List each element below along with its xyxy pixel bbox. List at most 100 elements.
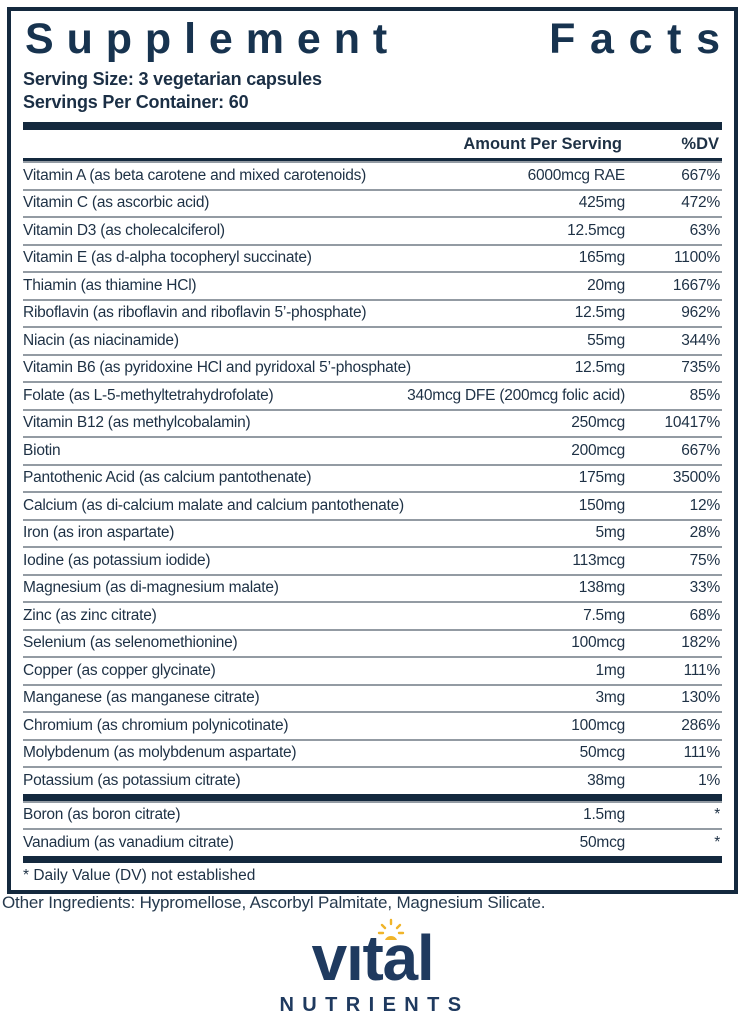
- nutrient-name: Copper (as copper glycinate): [23, 661, 216, 679]
- nutrient-amount: 200mcg: [571, 441, 625, 459]
- nutrient-dv: 85%: [689, 386, 721, 404]
- nutrient-dv: 63%: [689, 221, 721, 239]
- panel-title: Supplement Facts: [23, 13, 722, 66]
- table-row: Niacin (as niacinamide) 55mg 344%: [23, 326, 722, 354]
- nutrient-amount: 425mg: [578, 194, 625, 212]
- nutrient-dv: 10417%: [664, 414, 721, 432]
- nutrient-name: Chromium (as chromium polynicotinate): [23, 716, 289, 734]
- divider-thick-mid: [23, 793, 722, 801]
- nutrient-dv: 667%: [681, 166, 720, 184]
- nutrient-name: Vitamin B6 (as pyridoxine HCl and pyrido…: [23, 359, 411, 377]
- nutrient-dv: 3500%: [672, 469, 720, 487]
- nutrient-dv: 28%: [689, 524, 721, 542]
- table-row: Magnesium (as di-magnesium malate) 138mg…: [23, 573, 722, 602]
- table-row: Boron (as boron citrate) 1.5mg *: [23, 800, 722, 829]
- nutrient-amount: 165mg: [578, 249, 625, 267]
- nutrient-name: Manganese (as manganese citrate): [23, 689, 260, 707]
- logo-wordmark: vıtal: [312, 918, 435, 990]
- nutrient-dv: 962%: [681, 304, 720, 322]
- nutrient-dv: 75%: [689, 551, 721, 569]
- table-row: Selenium (as selenomethionine) 100mcg 18…: [23, 628, 722, 657]
- other-ingredients-text: Other Ingredients: Hypromellose, Ascorby…: [2, 893, 546, 912]
- table-column-headers: Amount Per Serving %DV: [23, 130, 722, 158]
- nutrient-amount: 3mg: [595, 689, 626, 707]
- nutrient-amount: 50mcg: [579, 833, 626, 851]
- table-row: Riboflavin (as riboflavin and riboflavin…: [23, 298, 722, 327]
- nutrient-dv: 111%: [683, 661, 721, 679]
- nutrient-dv: 735%: [681, 359, 720, 377]
- table-row: Folate (as L-5-methyltetrahydrofolate) 3…: [23, 381, 722, 409]
- nutrient-amount: 138mg: [578, 579, 625, 597]
- table-row: Vitamin B12 (as methylcobalamin) 250mcg …: [23, 408, 722, 437]
- table-row: Vitamin A (as beta carotene and mixed ca…: [23, 161, 722, 189]
- title-word-facts: Facts: [549, 15, 735, 63]
- nutrient-dv: 182%: [681, 634, 720, 652]
- vital-nutrients-logo: vıtal NUTRIENTS: [0, 918, 745, 1017]
- nutrient-amount: 7.5mg: [583, 606, 625, 624]
- nutrient-dv: 472%: [681, 194, 720, 212]
- nutrient-name: Selenium (as selenomethionine): [23, 634, 238, 652]
- divider-thick-bottom: [23, 855, 722, 863]
- divider-under-headers: [23, 158, 722, 162]
- nutrient-dv: 344%: [681, 331, 720, 349]
- serving-size-text: Serving Size: 3 vegetarian capsules: [23, 69, 322, 89]
- nutrient-amount: 150mg: [578, 496, 625, 514]
- nutrient-name: Vitamin B12 (as methylcobalamin): [23, 414, 251, 432]
- nutrient-name: Vanadium (as vanadium citrate): [23, 833, 234, 851]
- nutrient-name: Magnesium (as di-magnesium malate): [23, 579, 279, 597]
- nutrient-dv: 130%: [681, 689, 720, 707]
- nutrient-dv: 33%: [689, 579, 721, 597]
- table-row: Vitamin B6 (as pyridoxine HCl and pyrido…: [23, 353, 722, 382]
- table-row: Thiamin (as thiamine HCl) 20mg 1667%: [23, 271, 722, 299]
- logo-letter-v: v: [311, 922, 348, 994]
- nutrient-amount: 38mg: [587, 771, 625, 789]
- nutrient-amount: 175mg: [578, 469, 625, 487]
- nutrient-amount: 340mcg DFE (200mcg folic acid): [407, 386, 625, 404]
- logo-subtext: NUTRIENTS: [279, 993, 470, 1016]
- nutrient-amount: 113mcg: [572, 551, 625, 569]
- nutrient-name: Iodine (as potassium iodide): [23, 551, 211, 569]
- nutrient-name: Calcium (as di-calcium malate and calciu…: [23, 496, 404, 514]
- nutrient-name: Vitamin A (as beta carotene and mixed ca…: [23, 166, 367, 184]
- table-row: Vanadium (as vanadium citrate) 50mcg *: [23, 828, 722, 856]
- nutrient-dv: 1100%: [674, 249, 720, 267]
- nutrient-amount: 50mcg: [579, 744, 626, 762]
- nutrient-dv: 286%: [681, 716, 720, 734]
- nutrient-dv: 68%: [689, 606, 721, 624]
- nutrient-dv: 111%: [683, 744, 721, 762]
- nutrient-name: Boron (as boron citrate): [23, 806, 181, 824]
- nutrient-amount: 20mg: [587, 276, 625, 294]
- nutrient-amount: 55mg: [587, 331, 625, 349]
- nutrient-name: Zinc (as zinc citrate): [23, 606, 157, 624]
- table-row: Iodine (as potassium iodide) 113mcg 75%: [23, 546, 722, 574]
- table-row: Vitamin E (as d-alpha tocopheryl succina…: [23, 243, 722, 272]
- nutrient-amount: 6000mcg RAE: [527, 166, 626, 184]
- nutrient-amount: 12.5mcg: [567, 221, 625, 239]
- column-header-dv: %DV: [681, 135, 719, 154]
- nutrient-name: Riboflavin (as riboflavin and riboflavin…: [23, 304, 367, 322]
- dv-footnote: * Daily Value (DV) not established: [23, 866, 256, 884]
- nutrient-amount: 12.5mg: [574, 304, 626, 322]
- table-row: Pantothenic Acid (as calcium pantothenat…: [23, 463, 722, 492]
- serving-info: Serving Size: 3 vegetarian capsules Serv…: [23, 68, 722, 114]
- nutrient-amount: 1mg: [595, 661, 626, 679]
- nutrient-dv: *: [714, 806, 720, 824]
- nutrient-name: Thiamin (as thiamine HCl): [23, 276, 197, 294]
- nonestablished-rows: Boron (as boron citrate) 1.5mg * Vanadiu…: [23, 800, 722, 856]
- table-row: Chromium (as chromium polynicotinate) 10…: [23, 711, 722, 739]
- nutrient-amount: 250mcg: [571, 414, 625, 432]
- nutrient-name: Molybdenum (as molybdenum aspartate): [23, 744, 297, 762]
- nutrient-name: Vitamin E (as d-alpha tocopheryl succina…: [23, 249, 312, 267]
- nutrient-amount: 1.5mg: [583, 806, 625, 824]
- title-word-supplement: Supplement: [25, 15, 401, 63]
- table-row: Molybdenum (as molybdenum aspartate) 50m…: [23, 738, 722, 767]
- supplement-facts-panel: Supplement Facts Serving Size: 3 vegetar…: [7, 7, 738, 894]
- servings-per-container-text: Servings Per Container: 60: [23, 92, 249, 113]
- nutrient-name: Biotin: [23, 441, 61, 459]
- nutrient-dv: *: [714, 833, 720, 851]
- nutrient-dv: 1%: [698, 771, 720, 789]
- nutrient-name: Niacin (as niacinamide): [23, 331, 179, 349]
- table-row: Biotin 200mcg 667%: [23, 436, 722, 464]
- nutrient-amount: 12.5mg: [574, 359, 626, 377]
